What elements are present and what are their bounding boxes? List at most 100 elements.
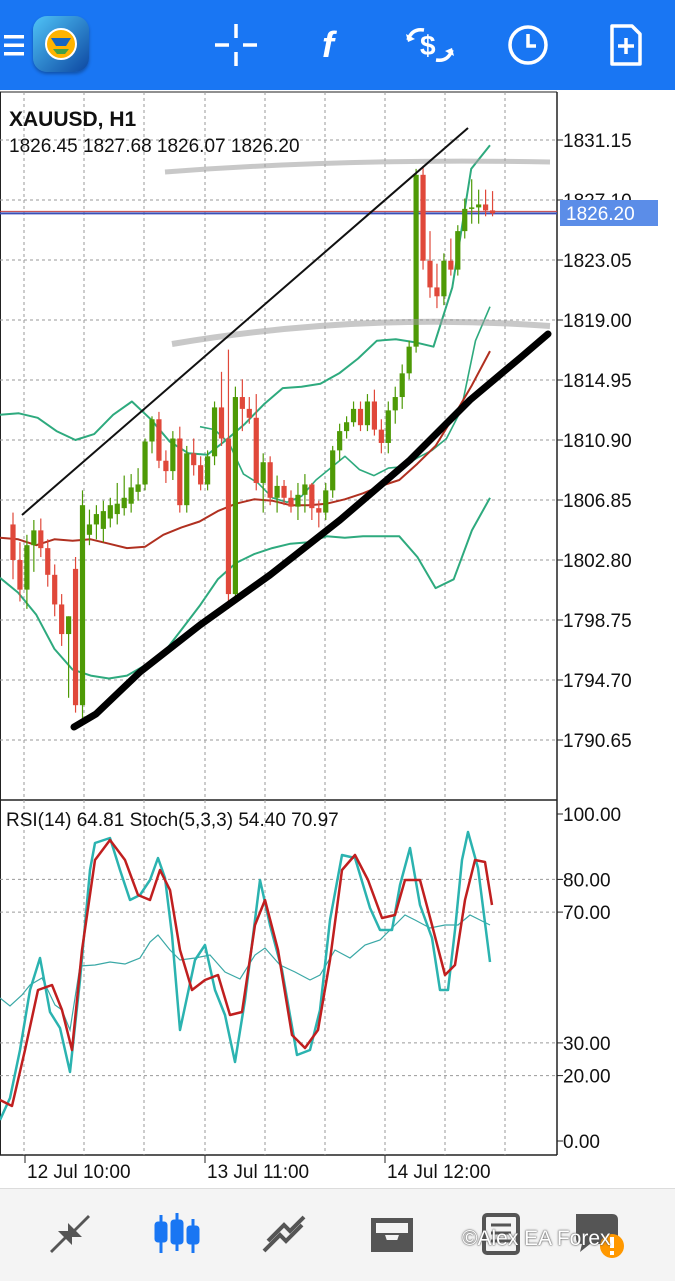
bollinger-upper-line bbox=[0, 144, 491, 456]
candle bbox=[45, 539, 51, 587]
svg-text:f: f bbox=[322, 24, 337, 65]
quotes-icon[interactable] bbox=[40, 1207, 100, 1261]
candle bbox=[52, 564, 58, 617]
price-tick-label: 1802.80 bbox=[563, 551, 632, 572]
candle bbox=[31, 520, 37, 572]
indicator-tick-label: 30.00 bbox=[563, 1034, 611, 1055]
candle bbox=[121, 475, 127, 516]
candle bbox=[72, 557, 79, 713]
candle bbox=[218, 371, 225, 446]
current-price-label: 1826.20 bbox=[566, 204, 635, 225]
history-icon[interactable] bbox=[362, 1207, 422, 1261]
candle bbox=[163, 450, 169, 483]
candle bbox=[156, 411, 162, 469]
trade-nav-icon[interactable] bbox=[254, 1207, 314, 1261]
price-tick-label: 1819.00 bbox=[563, 311, 632, 332]
candle bbox=[295, 482, 301, 520]
stochastic-signal-line bbox=[0, 838, 494, 1108]
candle bbox=[93, 505, 99, 540]
candle bbox=[66, 616, 72, 698]
news-icon[interactable] bbox=[470, 1207, 530, 1261]
price-tick-label: 1814.95 bbox=[563, 371, 632, 392]
ohlc-values: 1826.45 1827.68 1826.07 1826.20 bbox=[9, 136, 300, 157]
app-logo[interactable] bbox=[33, 16, 89, 72]
indicator-lines bbox=[0, 830, 494, 1121]
candle bbox=[10, 512, 16, 580]
candle bbox=[225, 349, 232, 609]
candle bbox=[211, 401, 218, 466]
candle bbox=[142, 438, 148, 491]
trendline-drawing bbox=[70, 330, 552, 731]
chat-icon[interactable] bbox=[568, 1207, 628, 1261]
candle bbox=[191, 438, 197, 476]
candle bbox=[392, 386, 398, 424]
top-toolbar: f $ bbox=[0, 0, 675, 90]
price-tick-label: 1790.65 bbox=[563, 731, 632, 752]
candle bbox=[427, 231, 433, 298]
candle bbox=[399, 364, 405, 409]
price-tick-label: 1806.85 bbox=[563, 491, 632, 512]
price-tick-label: 1798.75 bbox=[563, 611, 632, 632]
indicator-label: RSI(14) 64.81 Stoch(5,3,3) 54.40 70.97 bbox=[6, 810, 339, 831]
candle bbox=[441, 253, 447, 306]
candle bbox=[483, 189, 489, 217]
candle bbox=[79, 490, 86, 720]
indicator-axis: 100.00 80.00 70.00 30.00 20.00 0.00 bbox=[563, 805, 621, 1153]
candle bbox=[385, 401, 391, 454]
new-document-icon[interactable] bbox=[596, 14, 656, 76]
price-chart[interactable]: 1831.151827.101823.051819.001814.951810.… bbox=[0, 90, 675, 1188]
chart-area[interactable]: 1831.151827.101823.051819.001814.951810.… bbox=[0, 90, 675, 1188]
time-label: 13 Jul 11:00 bbox=[207, 1162, 309, 1183]
candle bbox=[253, 394, 259, 491]
candle bbox=[24, 534, 30, 609]
candle bbox=[274, 475, 280, 513]
candle bbox=[337, 423, 343, 461]
candle bbox=[198, 456, 204, 491]
candle bbox=[330, 445, 336, 498]
candle bbox=[434, 263, 440, 309]
candle bbox=[86, 509, 93, 546]
candle bbox=[316, 500, 322, 528]
bollinger-mid-line bbox=[199, 306, 491, 504]
chart-icon[interactable] bbox=[147, 1207, 207, 1261]
time-axis: 12 Jul 10:00 13 Jul 11:00 14 Jul 12:00 bbox=[24, 1155, 491, 1183]
candle bbox=[378, 419, 384, 454]
candle bbox=[489, 191, 496, 217]
bottom-navigation bbox=[0, 1188, 675, 1281]
candle bbox=[205, 450, 211, 491]
candle bbox=[357, 401, 364, 432]
menu-icon[interactable] bbox=[0, 14, 28, 76]
chart-grid bbox=[0, 91, 563, 1156]
candle bbox=[302, 474, 308, 513]
candle bbox=[448, 238, 454, 276]
indicator-tick-label: 0.00 bbox=[563, 1132, 600, 1153]
candle bbox=[170, 431, 176, 480]
price-tick-label: 1831.15 bbox=[563, 131, 632, 152]
candle bbox=[406, 340, 412, 380]
candle bbox=[323, 482, 329, 520]
svg-text:$: $ bbox=[420, 30, 436, 61]
time-label: 12 Jul 10:00 bbox=[27, 1162, 131, 1183]
candle bbox=[476, 189, 482, 224]
candle bbox=[184, 445, 190, 513]
candle bbox=[100, 500, 106, 543]
resistance-drawing bbox=[164, 158, 551, 175]
trade-icon[interactable]: $ bbox=[400, 14, 460, 76]
rsi-line bbox=[0, 914, 491, 1033]
candle bbox=[371, 389, 377, 436]
candle bbox=[107, 497, 113, 528]
function-icon[interactable]: f bbox=[302, 14, 362, 76]
candle bbox=[364, 394, 371, 432]
candlesticks bbox=[10, 165, 496, 720]
candle bbox=[462, 198, 468, 239]
candle bbox=[114, 482, 120, 525]
indicator-tick-label: 100.00 bbox=[563, 805, 621, 826]
candle bbox=[38, 518, 44, 558]
clock-icon[interactable] bbox=[498, 14, 558, 76]
crosshair-icon[interactable] bbox=[206, 14, 266, 76]
candle bbox=[413, 168, 419, 353]
candle bbox=[350, 401, 357, 427]
stochastic-main-line bbox=[0, 830, 492, 1121]
indicator-tick-label: 70.00 bbox=[563, 903, 611, 924]
price-tick-label: 1794.70 bbox=[563, 671, 632, 692]
